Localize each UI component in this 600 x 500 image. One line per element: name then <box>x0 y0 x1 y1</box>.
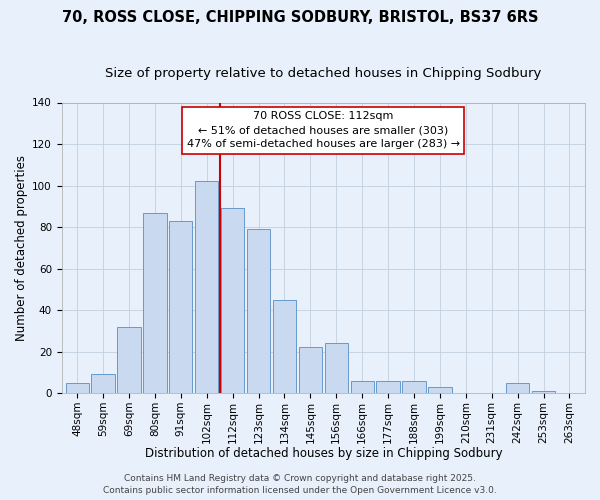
Bar <box>195 182 218 393</box>
Text: Contains HM Land Registry data © Crown copyright and database right 2025.
Contai: Contains HM Land Registry data © Crown c… <box>103 474 497 495</box>
Bar <box>299 348 322 393</box>
Bar <box>376 380 400 393</box>
Bar <box>350 380 374 393</box>
Bar <box>143 212 167 393</box>
Bar <box>428 387 452 393</box>
Bar <box>65 382 89 393</box>
Bar <box>273 300 296 393</box>
Text: 70, ROSS CLOSE, CHIPPING SODBURY, BRISTOL, BS37 6RS: 70, ROSS CLOSE, CHIPPING SODBURY, BRISTO… <box>62 10 538 25</box>
Bar <box>506 382 529 393</box>
Bar <box>532 391 555 393</box>
X-axis label: Distribution of detached houses by size in Chipping Sodbury: Distribution of detached houses by size … <box>145 447 502 460</box>
Bar <box>118 326 140 393</box>
Bar <box>169 221 193 393</box>
Bar <box>403 380 425 393</box>
Text: 70 ROSS CLOSE: 112sqm
← 51% of detached houses are smaller (303)
47% of semi-det: 70 ROSS CLOSE: 112sqm ← 51% of detached … <box>187 111 460 149</box>
Y-axis label: Number of detached properties: Number of detached properties <box>15 155 28 341</box>
Title: Size of property relative to detached houses in Chipping Sodbury: Size of property relative to detached ho… <box>105 68 542 80</box>
Bar <box>91 374 115 393</box>
Bar <box>247 229 270 393</box>
Bar <box>325 344 348 393</box>
Bar <box>221 208 244 393</box>
